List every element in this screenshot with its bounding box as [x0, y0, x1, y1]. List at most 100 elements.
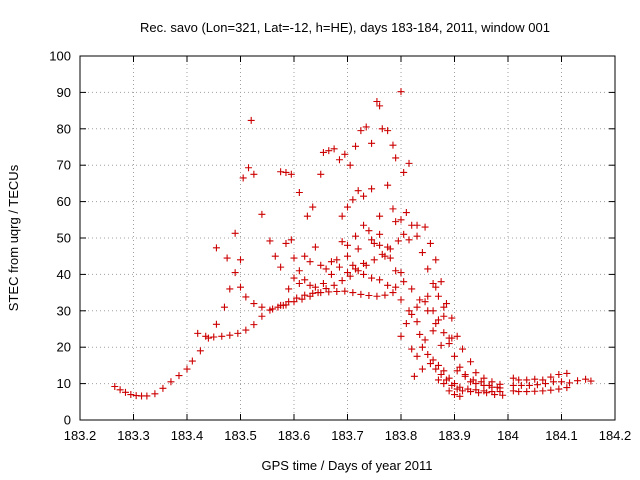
data-point [360, 259, 368, 267]
data-point [325, 288, 333, 296]
data-point [424, 292, 432, 300]
x-tick-label: 184.2 [599, 428, 632, 443]
x-tick-label: 183.5 [224, 428, 257, 443]
y-tick-label: 20 [57, 340, 71, 355]
data-point [408, 345, 416, 353]
data-point [418, 365, 426, 373]
y-tick-label: 100 [49, 49, 71, 64]
data-point [258, 312, 266, 320]
data-point [587, 377, 595, 385]
data-point [456, 363, 464, 371]
data-point [472, 380, 480, 388]
data-point [397, 332, 405, 340]
data-point [469, 376, 477, 384]
data-point [541, 380, 549, 388]
data-point [432, 256, 440, 264]
data-point [451, 391, 458, 399]
data-point [539, 376, 547, 384]
data-point [384, 181, 392, 189]
data-point [421, 298, 429, 306]
data-point [525, 381, 533, 389]
data-point [453, 332, 461, 340]
data-point [210, 333, 218, 341]
data-point [266, 237, 274, 245]
data-point [437, 371, 445, 378]
data-point [424, 265, 432, 273]
data-point [111, 383, 119, 391]
x-tick-label: 183.7 [331, 428, 364, 443]
data-point [242, 293, 250, 301]
data-point [386, 254, 394, 262]
data-point [416, 296, 424, 304]
data-point [416, 330, 424, 338]
data-point [397, 269, 405, 277]
data-point [405, 307, 413, 315]
data-point [335, 156, 343, 164]
data-point [531, 375, 539, 383]
data-point [234, 329, 242, 337]
data-point [389, 141, 397, 149]
data-point [116, 386, 124, 394]
data-point [218, 332, 226, 340]
data-point [477, 378, 485, 386]
data-point [558, 378, 565, 386]
data-point [309, 289, 317, 297]
data-point [448, 334, 456, 342]
data-point [357, 127, 365, 135]
data-point [445, 387, 453, 395]
data-point [349, 261, 357, 269]
data-point [370, 239, 378, 247]
data-point [352, 265, 360, 273]
y-axis-label: STEC from uqrg / TECUs [6, 164, 21, 311]
data-point [424, 350, 432, 358]
data-point [212, 244, 220, 252]
data-point [231, 229, 239, 237]
data-point [509, 381, 517, 389]
data-point [250, 300, 258, 308]
data-point [354, 187, 362, 195]
data-point [392, 218, 400, 226]
x-tick-label: 183.2 [64, 428, 97, 443]
data-points [111, 88, 595, 400]
data-point [220, 303, 228, 311]
data-point [453, 385, 461, 393]
data-point [499, 391, 507, 399]
data-point [333, 256, 341, 264]
data-point [574, 377, 582, 385]
data-point [426, 360, 434, 368]
data-point [282, 168, 290, 176]
data-point [319, 148, 327, 156]
data-point [327, 258, 335, 266]
data-point [370, 256, 378, 264]
x-tick-label: 183.6 [278, 428, 311, 443]
data-point [352, 142, 360, 150]
data-point [306, 281, 314, 289]
data-point [400, 168, 408, 176]
data-point [491, 391, 499, 399]
data-point [434, 316, 442, 324]
data-point [285, 285, 293, 293]
data-point [381, 291, 389, 299]
data-point [480, 381, 488, 389]
data-point [269, 305, 277, 313]
data-point [237, 256, 244, 264]
data-point [301, 276, 309, 284]
data-point [461, 371, 469, 378]
data-point [410, 372, 418, 380]
data-point [322, 265, 330, 273]
data-point [467, 388, 475, 396]
data-point [223, 254, 231, 262]
data-point [531, 387, 539, 395]
data-point [517, 381, 525, 389]
data-point [344, 203, 351, 211]
data-point [539, 387, 547, 395]
data-point [440, 367, 448, 375]
data-point [421, 223, 429, 231]
data-point [405, 236, 413, 244]
data-point [301, 252, 309, 260]
data-point [437, 341, 445, 349]
data-point [394, 237, 402, 245]
data-point [533, 381, 541, 389]
data-point [429, 327, 437, 335]
